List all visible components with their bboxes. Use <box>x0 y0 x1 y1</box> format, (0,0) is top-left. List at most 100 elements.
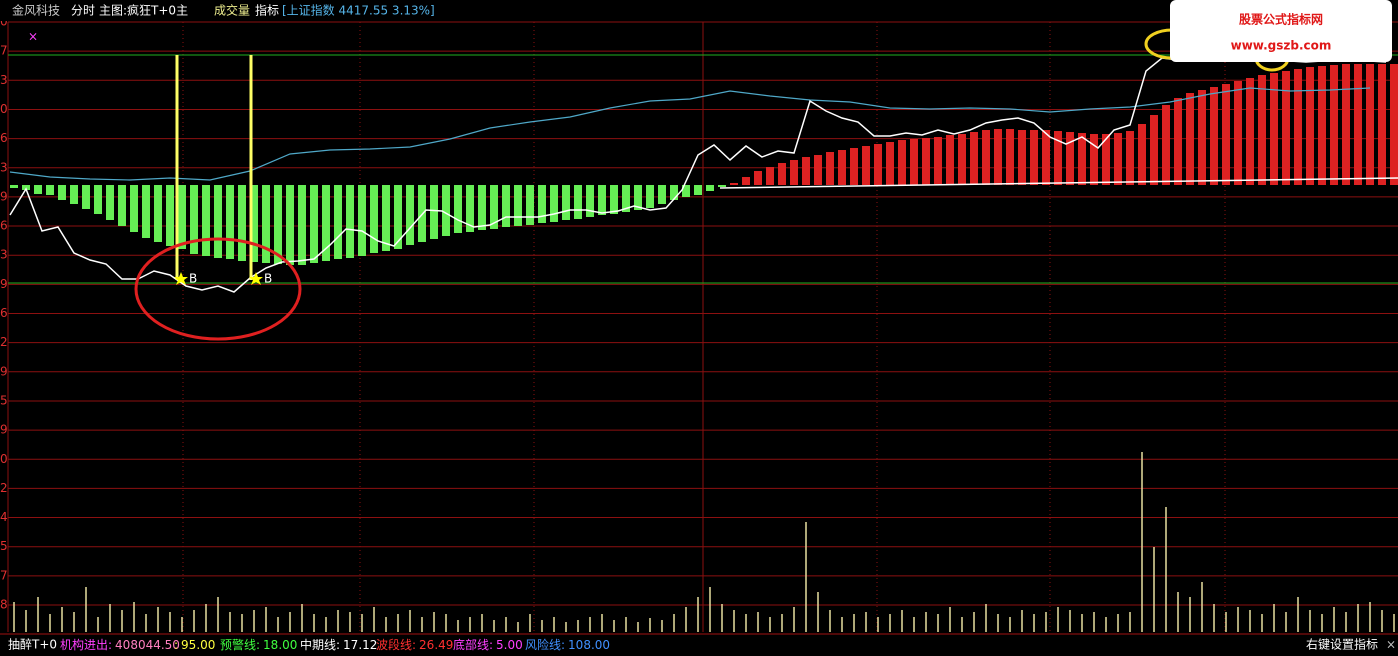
y-axis-label: 0 <box>0 452 8 466</box>
y-axis-label: 8 <box>0 598 8 612</box>
indicator-bar <box>310 185 318 263</box>
indicator-bar <box>778 163 786 185</box>
indicator-bar <box>934 137 942 185</box>
footer-item: 中期线: 17.12 <box>300 637 377 652</box>
footer-label: 风险线: <box>525 637 565 652</box>
indicator-bar <box>1174 98 1182 185</box>
indicator-bar <box>1258 75 1266 185</box>
index-line <box>9 87 1371 181</box>
indicator-bar <box>226 185 234 259</box>
indicator-bar <box>1066 132 1074 185</box>
indicator-bar <box>1042 130 1050 185</box>
indicator-bar <box>94 185 102 214</box>
indicator-bar <box>898 140 906 185</box>
y-axis-label: 9 <box>0 423 8 437</box>
indicator-bar <box>1030 130 1038 185</box>
indicator-bar <box>214 185 222 258</box>
indicator-bar <box>574 185 582 219</box>
indicator-bar <box>1198 90 1206 185</box>
indicator-bar <box>70 185 78 204</box>
indicator-bar <box>598 185 606 215</box>
indicator-bar <box>1018 130 1026 185</box>
indicator-name[interactable]: 抽醉T+0 <box>8 637 57 652</box>
indicator-bar <box>1078 133 1086 185</box>
indicator-bar <box>718 185 726 187</box>
indicator-bar <box>706 185 714 191</box>
footer-label: 预警线: <box>220 637 260 652</box>
indicator-bar <box>646 185 654 208</box>
y-axis-label: 3 <box>0 160 8 174</box>
settings-button[interactable]: 右键设置指标 <box>1306 637 1378 652</box>
y-axis-label: 5 <box>0 393 8 407</box>
indicator-bar <box>1162 105 1170 185</box>
indicator-bar <box>1342 64 1350 185</box>
indicator-bar <box>670 185 678 200</box>
indicator-bar <box>790 160 798 185</box>
indicator-bar <box>1150 115 1158 185</box>
footer-item: 机构进出: 408044.50 <box>60 637 180 652</box>
indicator-bar <box>334 185 342 259</box>
indicator-bar <box>10 185 18 188</box>
footer-bar <box>0 634 1398 656</box>
footer-value: 5.00 <box>496 638 523 652</box>
signal-star <box>249 272 263 285</box>
indicator-bar <box>1006 129 1014 185</box>
y-axis-label: 7 <box>0 44 8 58</box>
indicator-bar <box>22 185 30 190</box>
indicator-bar <box>1306 67 1314 185</box>
indicator-bar <box>178 185 186 249</box>
indicator-bar <box>370 185 378 253</box>
signal-star <box>174 272 188 285</box>
signal-label: B <box>264 272 272 286</box>
indicator-bar <box>1246 78 1254 185</box>
indicator-bar <box>526 185 534 225</box>
indicator-bar <box>142 185 150 238</box>
footer-item: :95.00 <box>174 638 215 652</box>
footer-item: 预警线: 18.00 <box>220 637 297 652</box>
main-chart-name[interactable]: 主图:疯狂T+0主 <box>99 3 188 18</box>
indicator-tab[interactable]: 指标 <box>255 3 279 18</box>
indicator-bar <box>274 185 282 264</box>
mode-tab[interactable]: 分时 <box>71 4 95 18</box>
footer-label: 底部线: <box>453 637 493 652</box>
footer-label: : <box>174 638 178 652</box>
indicator-bar <box>1090 134 1098 185</box>
price-line <box>9 55 1387 293</box>
indicator-bar <box>1102 134 1110 185</box>
indicator-bar <box>538 185 546 223</box>
indicator-bar <box>1186 93 1194 185</box>
plot <box>9 55 1398 632</box>
indicator-bar <box>586 185 594 217</box>
indicator-bar <box>358 185 366 256</box>
footer-value: 18.00 <box>263 638 297 652</box>
indicator-bar <box>478 185 486 230</box>
indicator-bar <box>1210 87 1218 185</box>
y-axis-label: 0 <box>0 15 8 29</box>
indicator-bar <box>826 152 834 185</box>
indicator-bar <box>622 185 630 212</box>
indicator-bar <box>1222 84 1230 185</box>
volume-tab[interactable]: 成交量 <box>214 3 250 18</box>
indicator-bar <box>1378 64 1386 185</box>
indicator-bar <box>838 150 846 185</box>
y-axis-label: 3 <box>0 248 8 262</box>
close-button[interactable]: × <box>1386 638 1396 652</box>
y-axis-label: 4 <box>0 510 8 524</box>
footer-items: 机构进出: 408044.50: 95.00 预警线: 18.00 中期线: 17.12波段… <box>60 637 610 652</box>
y-axis-label: 3 <box>0 73 8 87</box>
indicator-bar <box>922 138 930 185</box>
indicator-bar <box>502 185 510 227</box>
indicator-bar <box>550 185 558 222</box>
indicator-bar <box>262 185 270 263</box>
indicator-bar <box>1366 64 1374 185</box>
footer-label: 机构进出: <box>60 637 112 652</box>
indicator-bar <box>442 185 450 236</box>
indicator-bar <box>802 157 810 185</box>
footer-value: 26.49 <box>419 638 453 652</box>
indicator-bar <box>346 185 354 258</box>
indicator-bar <box>910 139 918 185</box>
indicator-bar <box>874 144 882 185</box>
indicator-bar <box>1114 133 1122 185</box>
